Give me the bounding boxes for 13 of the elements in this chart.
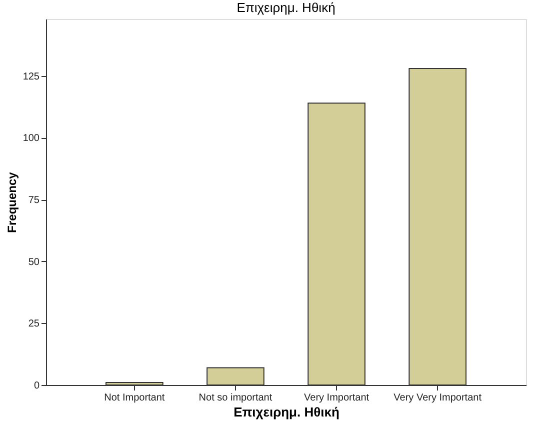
- y-tick-label: 50: [28, 256, 40, 268]
- x-tick-label: Very Very Important: [394, 392, 482, 404]
- x-tick-label: Not so important: [198, 392, 272, 404]
- chart-title: Επιχειρημ. Ηθική: [236, 0, 336, 15]
- x-tick-label: Not Important: [104, 392, 165, 404]
- y-tick-label: 100: [22, 133, 40, 144]
- y-tick-label: 75: [28, 195, 40, 206]
- y-tick-label: 0: [34, 380, 40, 392]
- y-axis-title: Frequency: [4, 172, 19, 233]
- y-tick-label: 25: [28, 318, 40, 330]
- y-tick-label: 125: [22, 71, 40, 82]
- x-axis-title: Επιχειρημ. Ηθική: [234, 404, 340, 420]
- x-tick-label: Very Important: [304, 392, 370, 404]
